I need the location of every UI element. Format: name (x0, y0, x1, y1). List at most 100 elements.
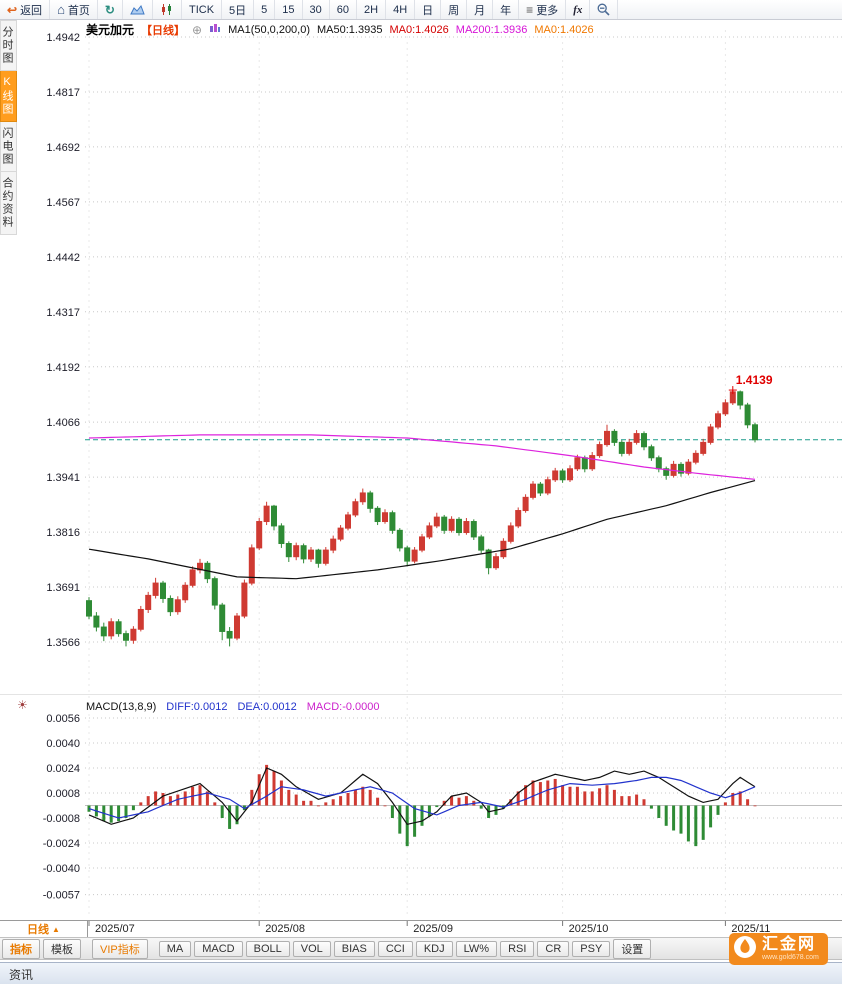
2h-button[interactable]: 2H (357, 0, 387, 19)
chevron-up-icon: ▲ (52, 924, 60, 934)
candle-icon (160, 4, 174, 15)
period-selector[interactable]: 日线 ▲ (0, 921, 88, 937)
4h-button[interactable]: 4H (386, 0, 416, 19)
tab-indicator[interactable]: 指标 (2, 938, 40, 959)
svg-text:1.4066: 1.4066 (46, 417, 80, 429)
svg-text:2025/07: 2025/07 (95, 923, 135, 935)
tab-kline-chart[interactable]: K线图 (0, 71, 17, 122)
tab-lw[interactable]: LW% (455, 940, 498, 957)
svg-text:1.4567: 1.4567 (46, 197, 80, 209)
tab-kdj[interactable]: KDJ (415, 940, 453, 957)
svg-text:1.3691: 1.3691 (46, 582, 80, 594)
logo-flame-icon (733, 935, 757, 964)
macd-dea-value: DEA:0.0012 (237, 701, 297, 713)
tab-rsi[interactable]: RSI (500, 940, 535, 957)
area-icon (130, 4, 145, 15)
tab-contract-info[interactable]: 合约资料 (0, 172, 17, 235)
svg-text:0.0008: 0.0008 (46, 788, 80, 800)
back-icon: ↩ (7, 2, 18, 17)
macd-title: MACD(13,8,9) (86, 701, 157, 713)
15min-button[interactable]: 15 (275, 0, 303, 19)
tab-ma[interactable]: MA (158, 940, 192, 957)
logo-title: 汇金网 (762, 936, 817, 954)
tab-time-chart[interactable]: 分时图 (0, 20, 17, 71)
legend-ma0-red: MA0:1.4026 (389, 23, 449, 36)
back-button[interactable]: ↩ 返回 (0, 0, 51, 19)
site-logo: 汇金网 www.gold678.com (729, 933, 828, 965)
svg-text:-0.0008: -0.0008 (43, 813, 80, 825)
svg-text:1.4317: 1.4317 (46, 307, 80, 319)
svg-text:0.0024: 0.0024 (46, 763, 80, 775)
svg-text:2025/10: 2025/10 (569, 923, 609, 935)
zoom-icon (597, 3, 610, 16)
macd-legend: MACD(13,8,9) DIFF:0.0012 DEA:0.0012 MACD… (86, 701, 380, 713)
macd-diff-value: DIFF:0.0012 (166, 701, 228, 713)
svg-text:1.3566: 1.3566 (46, 637, 80, 649)
svg-text:1.4139: 1.4139 (736, 373, 773, 387)
macd-settings-icon[interactable]: ☀ (17, 698, 28, 712)
chart-legend: 美元加元 【日线】 ⊕ MA1(50,0,200,0) MA50:1.3935 … (86, 21, 594, 38)
tab-vip-indicator[interactable]: VIP指标 (92, 938, 148, 959)
tick-button[interactable]: TICK (182, 0, 223, 19)
macd-hist-value: MACD:-0.0000 (306, 701, 380, 713)
svg-text:1.4942: 1.4942 (46, 32, 80, 44)
tab-settings[interactable]: 设置 (613, 938, 652, 959)
left-tab-bar: 分时图 K线图 闪电图 合约资料 (0, 20, 17, 235)
svg-text:-0.0057: -0.0057 (43, 890, 80, 902)
svg-text:0.0056: 0.0056 (46, 713, 80, 725)
candle-chart-button[interactable] (153, 0, 182, 19)
home-icon: ⌂ (57, 2, 65, 17)
legend-ma200: MA200:1.3936 (455, 23, 528, 36)
logo-url: www.gold678.com (762, 953, 819, 961)
more-button[interactable]: ≡ 更多 (519, 0, 567, 19)
tab-psy[interactable]: PSY (572, 940, 611, 957)
refresh-button[interactable]: ↻ (98, 0, 123, 19)
week-button[interactable]: 周 (441, 0, 468, 19)
svg-text:1.3941: 1.3941 (46, 472, 80, 484)
svg-text:-0.0024: -0.0024 (43, 838, 80, 850)
svg-text:1.4817: 1.4817 (46, 87, 80, 99)
svg-text:1.3816: 1.3816 (46, 527, 80, 539)
svg-text:1.4692: 1.4692 (46, 142, 80, 154)
svg-text:1.4442: 1.4442 (46, 252, 80, 264)
tab-template[interactable]: 模板 (43, 938, 81, 959)
status-bar: 资讯 (0, 962, 842, 984)
svg-text:2025/11: 2025/11 (731, 923, 770, 935)
legend-ma0-orange: MA0:1.4026 (534, 23, 594, 36)
period-badge: 【日线】 (141, 24, 186, 37)
5min-button[interactable]: 5 (254, 0, 276, 19)
tab-cci[interactable]: CCI (377, 940, 413, 957)
period-label: 日线 (27, 924, 50, 936)
svg-text:-0.0040: -0.0040 (43, 863, 80, 875)
day-button[interactable]: 日 (415, 0, 442, 19)
5day-button[interactable]: 5日 (222, 0, 255, 19)
area-chart-button[interactable] (123, 0, 153, 19)
legend-ma50: MA50:1.3935 (317, 23, 383, 36)
tab-boll[interactable]: BOLL (245, 940, 290, 957)
svg-text:0.0040: 0.0040 (46, 738, 80, 750)
ma-settings-icon[interactable] (209, 23, 221, 36)
svg-text:2025/08: 2025/08 (265, 923, 305, 935)
news-label[interactable]: 资讯 (9, 967, 34, 982)
add-indicator-icon[interactable]: ⊕ (192, 22, 203, 37)
symbol-name: 美元加元 (86, 23, 135, 37)
home-button[interactable]: ⌂ 首页 (50, 0, 98, 19)
30min-button[interactable]: 30 (303, 0, 330, 19)
year-button[interactable]: 年 (493, 0, 520, 19)
tab-bias[interactable]: BIAS (333, 940, 375, 957)
60min-button[interactable]: 60 (330, 0, 358, 19)
menu-icon: ≡ (526, 2, 534, 17)
tab-vol[interactable]: VOL (292, 940, 331, 957)
top-toolbar: ↩ 返回 ⌂ 首页 ↻ TICK 5日 5 15 30 60 2H 4H 日周月年 ≡ 更多 fx (0, 0, 842, 20)
tab-flash-chart[interactable]: 闪电图 (0, 122, 17, 172)
svg-text:2025/09: 2025/09 (413, 923, 453, 935)
month-button[interactable]: 月 (467, 0, 494, 19)
fx-button[interactable]: fx (566, 0, 591, 19)
refresh-icon: ↻ (104, 2, 115, 17)
zoom-out-button[interactable] (590, 0, 619, 19)
tab-macd[interactable]: MACD (194, 940, 243, 957)
tab-cr[interactable]: CR (537, 940, 570, 957)
indicator-tab-bar: 指标 模板 VIP指标 MA MACD BOLL VOL BIAS CCI KDJ LW% RSI CR… (0, 938, 842, 960)
